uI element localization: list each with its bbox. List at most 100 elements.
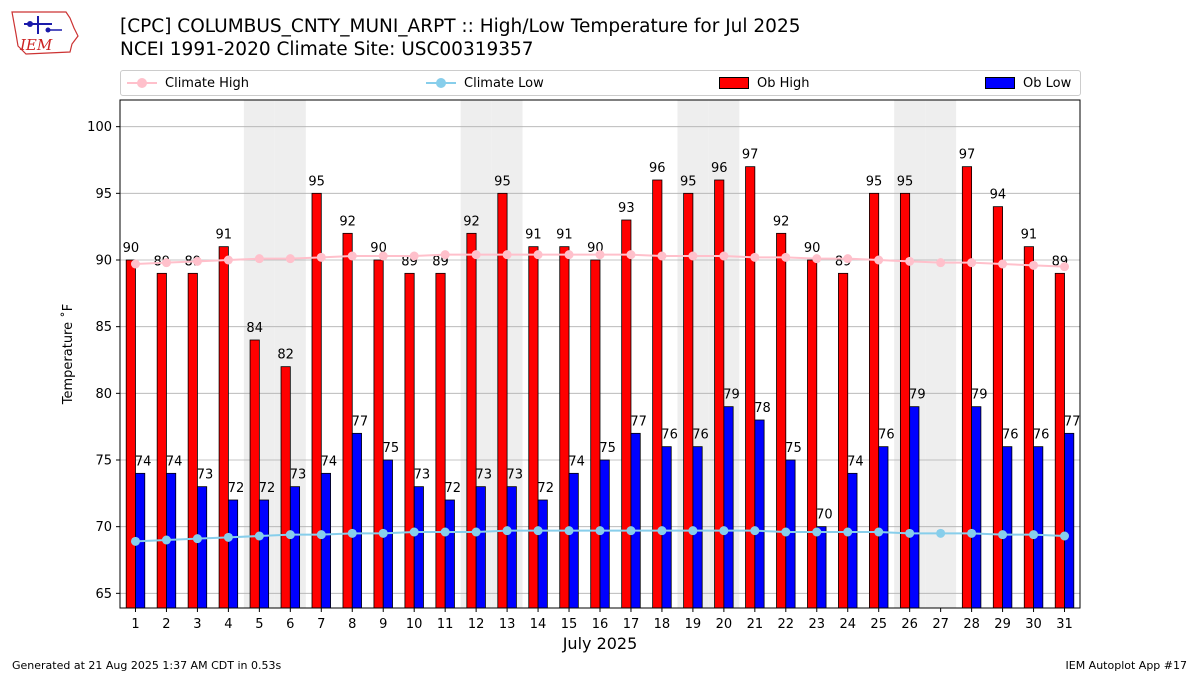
legend-marker-climate-high <box>127 71 157 95</box>
bar-label-ob-low: 74 <box>847 454 864 469</box>
bar-label-ob-low: 76 <box>692 428 709 443</box>
x-tick-label: 20 <box>716 617 733 632</box>
point-climate-low <box>781 527 791 537</box>
point-climate-high <box>626 250 636 260</box>
bar-ob-high <box>466 232 477 609</box>
point-climate-low <box>750 526 760 536</box>
point-climate-low <box>874 527 884 537</box>
chart-subtitle: NCEI 1991-2020 Climate Site: USC00319357 <box>120 39 534 60</box>
x-axis-label: July 2025 <box>562 634 638 653</box>
x-tick-label: 28 <box>963 617 980 632</box>
bar-label-ob-high: 91 <box>215 228 232 243</box>
bar-label-ob-low: 74 <box>321 454 338 469</box>
point-climate-low <box>378 528 388 538</box>
x-tick-label: 13 <box>499 617 516 632</box>
x-tick-label: 4 <box>224 617 232 632</box>
bar-label-ob-high: 91 <box>1021 228 1038 243</box>
point-climate-high <box>316 252 326 262</box>
point-climate-high <box>936 258 946 268</box>
point-climate-low <box>657 526 667 536</box>
point-climate-low <box>471 527 481 537</box>
x-tick-label: 27 <box>932 617 949 632</box>
bar-label-ob-high: 96 <box>711 161 728 176</box>
bar-ob-high <box>373 259 384 609</box>
bar-ob-low <box>847 472 858 609</box>
point-climate-high <box>533 250 543 260</box>
bar-ob-high <box>652 179 663 609</box>
y-tick-label: 100 <box>87 120 112 135</box>
x-tick-label: 2 <box>162 617 170 632</box>
x-tick-label: 7 <box>317 617 325 632</box>
bar-label-ob-high: 95 <box>308 174 325 189</box>
point-climate-low <box>347 528 357 538</box>
bar-label-ob-high: 90 <box>123 241 140 256</box>
bar-ob-low <box>413 486 424 609</box>
point-climate-high <box>471 250 481 260</box>
bar-ob-high <box>435 272 446 609</box>
point-climate-low <box>564 526 574 536</box>
footer-app-label: IEM Autoplot App #17 <box>1065 659 1188 672</box>
legend-label-climate-high: Climate High <box>165 75 250 91</box>
x-tick-label: 15 <box>561 617 578 632</box>
x-tick-label: 1 <box>131 617 139 632</box>
point-climate-high <box>409 251 419 261</box>
bar-ob-high <box>776 232 787 609</box>
bar-ob-high <box>156 272 167 609</box>
x-tick-label: 5 <box>255 617 263 632</box>
point-climate-low <box>998 530 1008 540</box>
point-climate-low <box>1060 531 1070 541</box>
bar-ob-low <box>320 472 331 609</box>
iem-logo: IEM <box>8 6 82 60</box>
point-climate-high <box>192 256 202 266</box>
bar-label-ob-high: 96 <box>649 161 666 176</box>
bar-ob-high <box>807 259 818 609</box>
bar-label-ob-high: 95 <box>494 174 511 189</box>
legend-label-ob-low: Ob Low <box>1023 75 1072 91</box>
bar-ob-low <box>816 526 827 609</box>
point-climate-high <box>781 252 791 262</box>
x-tick-label: 6 <box>286 617 294 632</box>
bar-ob-high <box>125 259 136 609</box>
x-tick-label: 22 <box>778 617 795 632</box>
bar-label-ob-low: 76 <box>1002 428 1019 443</box>
bar-ob-high <box>590 259 601 609</box>
bar-label-ob-low: 73 <box>290 468 307 483</box>
point-climate-high <box>223 255 233 265</box>
y-tick-label: 95 <box>95 187 112 202</box>
point-climate-low <box>502 526 512 536</box>
point-climate-low <box>936 528 946 538</box>
legend-item-climate-high: Climate High <box>127 71 249 95</box>
point-climate-low <box>626 526 636 536</box>
bar-label-ob-low: 73 <box>476 468 493 483</box>
point-climate-low <box>192 534 202 544</box>
point-climate-high <box>285 254 295 264</box>
bar-ob-high <box>249 339 260 609</box>
bar-label-ob-low: 73 <box>414 468 431 483</box>
bar-label-ob-low: 79 <box>909 388 926 403</box>
point-climate-low <box>843 527 853 537</box>
bar-ob-high <box>1054 272 1065 609</box>
bar-label-ob-low: 72 <box>445 481 462 496</box>
point-climate-high <box>254 254 264 264</box>
point-climate-high <box>502 250 512 260</box>
bar-ob-high <box>280 366 291 609</box>
bar-ob-low <box>878 446 889 609</box>
point-climate-low <box>316 530 326 540</box>
point-climate-high <box>1060 262 1070 272</box>
legend-item-climate-low: Climate Low <box>426 71 544 95</box>
bar-label-ob-low: 76 <box>878 428 895 443</box>
bar-label-ob-low: 74 <box>568 454 585 469</box>
bar-label-ob-high: 84 <box>246 321 263 336</box>
bar-label-ob-high: 82 <box>277 348 294 363</box>
point-climate-low <box>223 532 233 542</box>
point-climate-high <box>688 251 698 261</box>
point-climate-low <box>533 526 543 536</box>
x-tick-label: 19 <box>685 617 702 632</box>
bar-ob-high <box>404 272 415 609</box>
y-tick-label: 90 <box>95 254 112 269</box>
bar-ob-low <box>568 472 579 609</box>
point-climate-high <box>347 251 357 261</box>
point-climate-high <box>130 259 140 269</box>
bar-label-ob-low: 73 <box>197 468 214 483</box>
bar-label-ob-low: 78 <box>754 401 771 416</box>
